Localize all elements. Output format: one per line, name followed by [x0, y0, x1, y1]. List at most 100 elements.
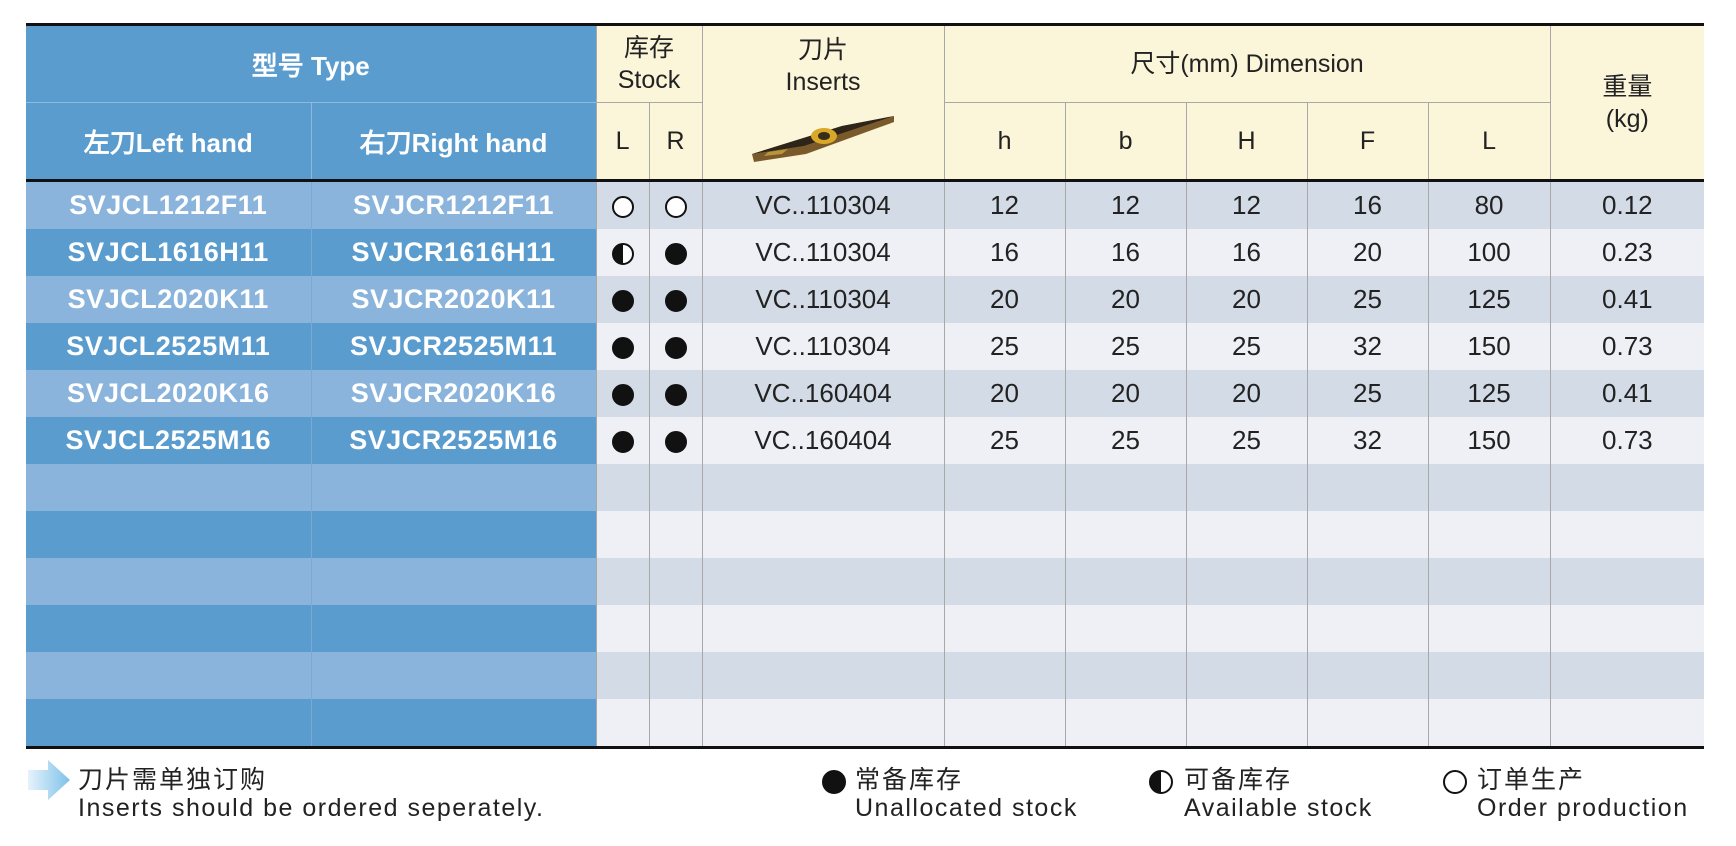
insert-cell: VC..160404	[701, 417, 945, 464]
empty-circle-icon	[664, 196, 687, 219]
dim-h-cell: 25	[943, 323, 1066, 370]
dim-H-cell	[1185, 558, 1308, 605]
right-hand-model	[310, 652, 597, 699]
stock-r-cell	[648, 180, 703, 229]
left-hand-header: 左刀Left hand	[26, 102, 311, 181]
stock-l-cell	[595, 605, 650, 652]
filled-circle-icon	[664, 384, 687, 407]
right-hand-model	[310, 511, 597, 558]
legend-available: 可备库存 Available stock	[1184, 766, 1373, 822]
weight-cell	[1549, 464, 1705, 511]
dim-H-header: H	[1185, 102, 1308, 181]
dim-b-cell: 25	[1064, 417, 1187, 464]
table-row	[26, 464, 1705, 511]
right-hand-model: SVJCR2525M16	[310, 417, 597, 464]
dim-b-cell: 16	[1064, 229, 1187, 276]
dim-b-cell	[1064, 699, 1187, 748]
dim-L-cell: 125	[1427, 276, 1551, 323]
left-hand-model	[26, 511, 311, 558]
stock-l-cell	[595, 417, 650, 464]
empty-circle-icon	[1443, 770, 1467, 794]
dim-F-cell: 32	[1306, 323, 1429, 370]
dim-h-cell	[943, 464, 1066, 511]
spec-table: 型号 Type 库存 Stock 刀片 Inserts 尺寸(mm) Dimen…	[26, 23, 1705, 749]
dim-L-cell	[1427, 605, 1551, 652]
stock-l-cell	[595, 652, 650, 699]
dim-H-cell: 25	[1185, 417, 1308, 464]
weight-header-unit: (kg)	[1605, 104, 1649, 133]
right-hand-model: SVJCR1212F11	[310, 180, 597, 229]
stock-header-en: Stock	[617, 66, 681, 94]
insert-cell: VC..110304	[701, 323, 945, 370]
table-body: SVJCL1212F11 SVJCR1212F11 VC..110304 12 12 12…	[26, 180, 1705, 748]
dim-H-cell	[1185, 464, 1308, 511]
left-hand-model: SVJCL2525M11	[26, 323, 311, 370]
dim-b-cell: 25	[1064, 323, 1187, 370]
half-circle-icon	[611, 243, 634, 266]
left-hand-model: SVJCL1212F11	[26, 180, 311, 229]
dim-L-header: L	[1427, 102, 1551, 181]
left-hand-model	[26, 464, 311, 511]
stock-r-cell	[648, 417, 703, 464]
insert-cell	[701, 699, 945, 748]
dim-L-cell: 80	[1427, 180, 1551, 229]
stock-l-cell	[595, 464, 650, 511]
right-hand-header: 右刀Right hand	[310, 102, 597, 181]
dim-F-cell: 16	[1306, 180, 1429, 229]
insert-cell	[701, 652, 945, 699]
dim-b-cell: 12	[1064, 180, 1187, 229]
right-hand-model: SVJCR2020K16	[310, 370, 597, 417]
filled-circle-icon	[611, 290, 634, 313]
stock-r-header: R	[648, 102, 703, 181]
dim-L-cell: 150	[1427, 417, 1551, 464]
dim-L-cell: 125	[1427, 370, 1551, 417]
inserts-header-cn: 刀片	[798, 36, 849, 64]
stock-r-cell	[648, 229, 703, 276]
dim-F-cell: 25	[1306, 276, 1429, 323]
dim-h-cell	[943, 558, 1066, 605]
left-hand-model: SVJCL2020K11	[26, 276, 311, 323]
arrow-right-icon	[28, 760, 70, 800]
weight-cell: 0.73	[1549, 323, 1705, 370]
left-hand-model	[26, 699, 311, 748]
filled-circle-icon	[664, 431, 687, 454]
stock-r-cell	[648, 605, 703, 652]
table-row: SVJCL1616H11 SVJCR1616H11 VC..110304 16 16 16…	[26, 229, 1705, 276]
weight-cell	[1549, 558, 1705, 605]
table-row	[26, 699, 1705, 748]
left-hand-model: SVJCL2020K16	[26, 370, 311, 417]
weight-header-cn: 重量	[1602, 72, 1653, 101]
weight-cell: 0.73	[1549, 417, 1705, 464]
stock-r-cell	[648, 652, 703, 699]
filled-circle-icon	[611, 431, 634, 454]
dim-L-cell	[1427, 558, 1551, 605]
stock-l-cell	[595, 558, 650, 605]
insert-image-icon	[752, 116, 895, 162]
right-hand-model: SVJCR2525M11	[310, 323, 597, 370]
insert-note: 刀片需单独订购 Inserts should be ordered sepera…	[78, 766, 544, 822]
legend-available-en: Available stock	[1184, 794, 1373, 822]
dim-h-cell: 20	[943, 276, 1066, 323]
inserts-header: 刀片 Inserts	[701, 24, 945, 181]
right-hand-model: SVJCR1616H11	[310, 229, 597, 276]
stock-l-cell	[595, 276, 650, 323]
table-row: SVJCL2020K11 SVJCR2020K11 VC..110304 20 20 20…	[26, 276, 1705, 323]
dim-h-cell: 12	[943, 180, 1066, 229]
dim-b-cell	[1064, 652, 1187, 699]
insert-note-cn: 刀片需单独订购	[78, 766, 268, 794]
type-header: 型号 Type	[26, 24, 597, 103]
dim-L-cell	[1427, 652, 1551, 699]
table-header: 型号 Type 库存 Stock 刀片 Inserts 尺寸(mm) Dimen…	[26, 24, 1705, 181]
spec-table-wrap: 型号 Type 库存 Stock 刀片 Inserts 尺寸(mm) Dimen…	[26, 23, 1705, 749]
legend-order: 订单生产 Order production	[1477, 766, 1689, 822]
dim-L-cell	[1427, 699, 1551, 748]
insert-cell: VC..160404	[701, 370, 945, 417]
stock-header: 库存 Stock	[595, 24, 703, 103]
weight-cell: 0.23	[1549, 229, 1705, 276]
legend-order-cn: 订单生产	[1477, 766, 1586, 794]
stock-l-header: L	[595, 102, 650, 181]
dim-h-cell: 20	[943, 370, 1066, 417]
table-row: SVJCL1212F11 SVJCR1212F11 VC..110304 12 12 12…	[26, 180, 1705, 229]
legend-unallocated-cn: 常备库存	[855, 766, 964, 794]
dim-b-cell: 20	[1064, 370, 1187, 417]
